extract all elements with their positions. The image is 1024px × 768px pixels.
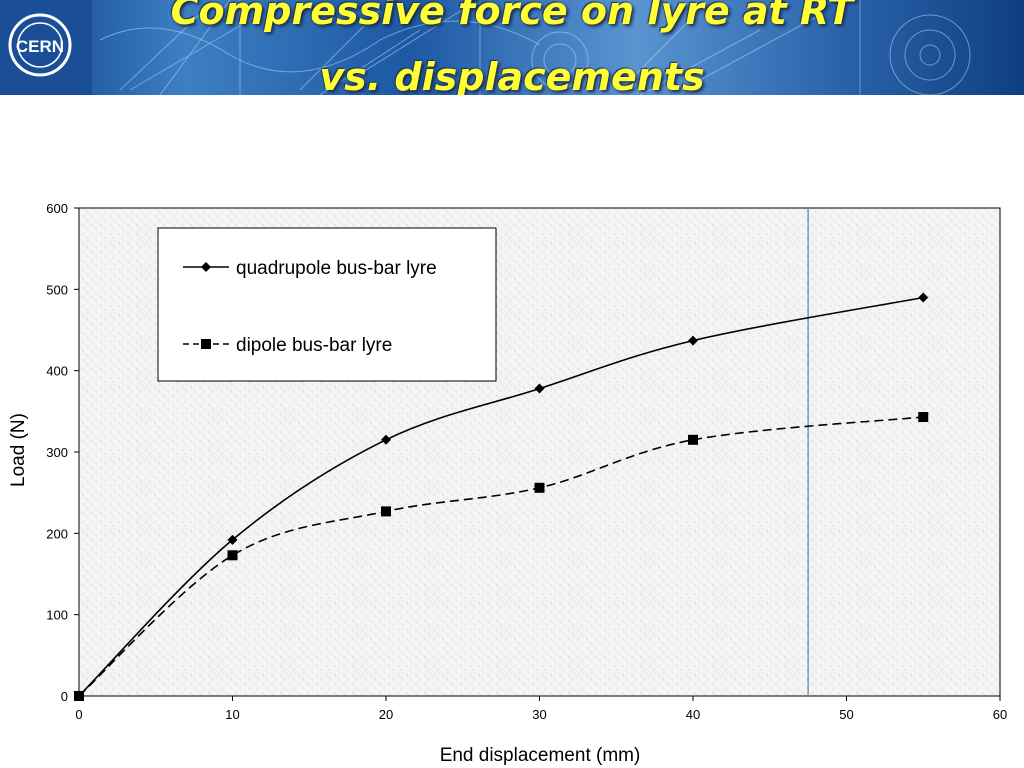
data-point-dipole — [534, 482, 545, 493]
data-point-dipole — [74, 691, 84, 701]
y-tick-label: 600 — [46, 201, 68, 216]
banner-decoration — [99, 0, 971, 95]
data-point-quadrupole — [688, 335, 698, 346]
data-point-dipole — [918, 412, 929, 423]
data-point-quadrupole — [534, 383, 545, 394]
x-axis-title: End displacement (mm) — [440, 745, 641, 766]
data-point-quadrupole — [918, 292, 929, 303]
y-tick-label: 0 — [61, 689, 68, 704]
series-layer — [74, 292, 929, 701]
cern-logo: CERN — [0, 0, 92, 95]
data-point-dipole — [227, 550, 238, 561]
y-tick-label: 300 — [46, 445, 68, 460]
legend-marker-square — [201, 339, 211, 349]
legend: quadrupole bus-bar lyre dipole bus-bar l… — [157, 227, 497, 382]
legend-label-dipole: dipole bus-bar lyre — [236, 335, 392, 356]
logo-text: CERN — [16, 37, 64, 56]
y-tick-label: 500 — [46, 282, 68, 297]
x-tick-label: 30 — [532, 707, 546, 722]
y-tick-label: 200 — [46, 526, 68, 541]
legend-label-quadrupole: quadrupole bus-bar lyre — [236, 258, 437, 279]
y-axis: 0 100 200 300 400 500 600 — [46, 201, 79, 704]
x-tick-label: 50 — [839, 707, 853, 722]
data-point-quadrupole — [227, 534, 238, 545]
x-tick-label: 40 — [686, 707, 700, 722]
data-point-dipole — [688, 434, 698, 445]
y-axis-title: Load (N) — [8, 413, 29, 487]
series-line-dipole — [78, 416, 924, 697]
legend-marker-diamond — [201, 262, 211, 272]
x-tick-label: 60 — [993, 707, 1007, 722]
x-axis: 0 10 20 30 40 50 60 — [75, 696, 1007, 722]
x-tick-label: 0 — [75, 707, 82, 722]
x-tick-label: 20 — [379, 707, 393, 722]
data-point-quadrupole — [381, 434, 391, 445]
slide-title: Compressive force on lyre at RT vs. disp… — [170, 0, 854, 95]
y-tick-label: 100 — [46, 608, 68, 623]
legend-box — [157, 227, 497, 382]
series-line-quadrupole — [78, 296, 924, 697]
y-tick-label: 400 — [46, 364, 68, 379]
data-point-dipole — [381, 506, 391, 517]
load-displacement-chart: 0 100 200 300 400 500 600 0 10 20 30 40 50 60 quadru… — [8, 201, 1007, 766]
header-banner: CERN Compressive force on lyre at RT vs.… — [0, 0, 1024, 95]
x-tick-label: 10 — [225, 707, 239, 722]
